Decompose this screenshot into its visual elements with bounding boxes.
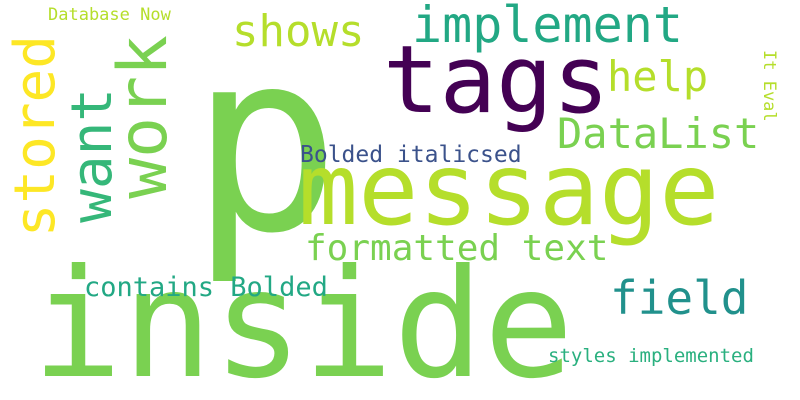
word-stored: stored xyxy=(3,35,68,238)
word-contains-bolded: contains Bolded xyxy=(84,272,328,303)
word-database-now: Database Now xyxy=(48,5,171,25)
word-implement: implement xyxy=(412,0,683,54)
word-p: p xyxy=(190,0,341,288)
word-message: message xyxy=(298,131,720,248)
word-help: help xyxy=(607,52,709,101)
word-formatted-text: formatted text xyxy=(305,228,609,269)
word-it-eval: It Eval xyxy=(759,50,779,122)
word-inside: inside xyxy=(32,238,574,400)
word-want: want xyxy=(60,88,125,223)
word-styles-implemented: styles implemented xyxy=(548,345,754,367)
word-tags: tags xyxy=(383,26,610,135)
word-bolded-italicsed: Bolded italicsed xyxy=(300,142,522,168)
word-datalist: DataList xyxy=(557,109,760,158)
word-shows: shows xyxy=(232,6,365,57)
word-field: field xyxy=(610,271,749,325)
